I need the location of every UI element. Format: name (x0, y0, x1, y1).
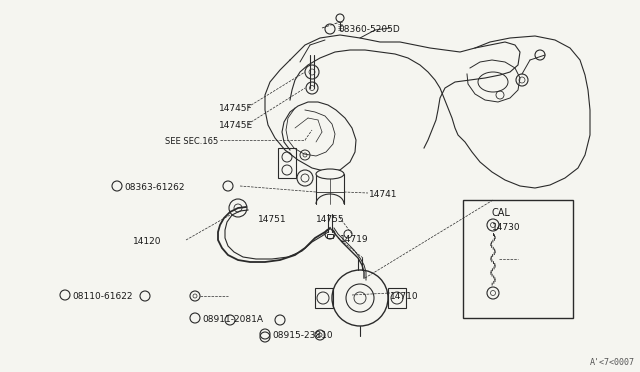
Text: CAL: CAL (492, 208, 511, 218)
Text: A'<7<0007: A'<7<0007 (590, 358, 635, 367)
Text: 14755: 14755 (316, 215, 344, 224)
Ellipse shape (316, 169, 344, 179)
Bar (327, 234, 333, 238)
Text: 14745F: 14745F (220, 104, 253, 113)
Text: 14710: 14710 (390, 292, 419, 301)
Text: 08110-61622: 08110-61622 (72, 292, 132, 301)
Text: 08360-5205D: 08360-5205D (338, 25, 400, 34)
Text: 14719: 14719 (340, 235, 369, 244)
Text: 08911-2081A: 08911-2081A (202, 315, 263, 324)
Bar (463, 200, 573, 318)
Text: 08363-61262: 08363-61262 (124, 183, 184, 192)
Text: 14120: 14120 (133, 237, 161, 246)
Text: 08915-23810: 08915-23810 (272, 331, 333, 340)
Text: 14730: 14730 (492, 223, 520, 232)
Bar (315, 288, 333, 308)
Text: 14745E: 14745E (219, 121, 253, 130)
Text: 14741: 14741 (369, 190, 397, 199)
Bar (278, 148, 296, 178)
Bar (388, 288, 406, 308)
Text: SEE SEC.165: SEE SEC.165 (164, 137, 218, 146)
Text: 14751: 14751 (258, 215, 287, 224)
